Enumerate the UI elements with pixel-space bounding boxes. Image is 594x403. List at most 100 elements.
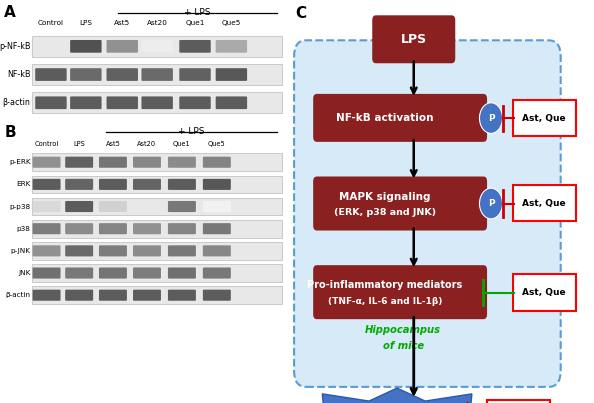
FancyBboxPatch shape: [70, 96, 102, 109]
Text: β-actin: β-actin: [3, 98, 30, 107]
FancyBboxPatch shape: [216, 96, 247, 109]
FancyBboxPatch shape: [179, 96, 211, 109]
FancyBboxPatch shape: [106, 40, 138, 53]
Text: (ERK, p38 and JNK): (ERK, p38 and JNK): [334, 208, 436, 217]
Bar: [32, 153, 282, 171]
Text: p-NF-kB: p-NF-kB: [0, 42, 30, 51]
FancyBboxPatch shape: [168, 201, 196, 212]
FancyBboxPatch shape: [35, 96, 67, 109]
FancyBboxPatch shape: [65, 290, 93, 301]
FancyBboxPatch shape: [313, 94, 487, 142]
Text: LPS: LPS: [73, 141, 85, 147]
Text: P: P: [488, 199, 494, 208]
FancyBboxPatch shape: [168, 290, 196, 301]
Text: Control: Control: [38, 20, 64, 26]
FancyBboxPatch shape: [203, 245, 231, 256]
FancyBboxPatch shape: [133, 157, 161, 168]
FancyBboxPatch shape: [65, 268, 93, 278]
Circle shape: [479, 188, 503, 219]
Text: LPS: LPS: [401, 33, 427, 46]
Bar: [32, 92, 282, 113]
FancyBboxPatch shape: [179, 68, 211, 81]
FancyBboxPatch shape: [99, 268, 127, 278]
Polygon shape: [276, 388, 518, 403]
FancyBboxPatch shape: [99, 201, 127, 212]
FancyBboxPatch shape: [33, 223, 61, 234]
FancyBboxPatch shape: [133, 201, 161, 212]
Text: Pro-inflammatory mediators: Pro-inflammatory mediators: [307, 280, 463, 290]
FancyBboxPatch shape: [133, 268, 161, 278]
FancyBboxPatch shape: [486, 400, 550, 403]
Text: Ast5: Ast5: [106, 141, 121, 147]
FancyBboxPatch shape: [99, 179, 127, 190]
FancyBboxPatch shape: [33, 245, 61, 256]
Text: p38: p38: [17, 226, 30, 232]
FancyBboxPatch shape: [141, 40, 173, 53]
FancyBboxPatch shape: [203, 223, 231, 234]
FancyBboxPatch shape: [99, 290, 127, 301]
Text: Ast, Que: Ast, Que: [522, 114, 566, 123]
FancyBboxPatch shape: [65, 223, 93, 234]
Bar: [32, 264, 282, 282]
FancyBboxPatch shape: [65, 179, 93, 190]
FancyBboxPatch shape: [203, 157, 231, 168]
Text: p-p38: p-p38: [10, 204, 30, 210]
FancyBboxPatch shape: [65, 201, 93, 212]
FancyBboxPatch shape: [168, 157, 196, 168]
FancyBboxPatch shape: [168, 245, 196, 256]
FancyBboxPatch shape: [33, 290, 61, 301]
Circle shape: [479, 103, 503, 133]
Text: NF-kB: NF-kB: [7, 70, 30, 79]
FancyBboxPatch shape: [168, 179, 196, 190]
Bar: [32, 36, 282, 57]
FancyBboxPatch shape: [168, 268, 196, 278]
Bar: [32, 286, 282, 304]
FancyBboxPatch shape: [65, 245, 93, 256]
Text: Que5: Que5: [208, 141, 226, 147]
FancyBboxPatch shape: [168, 223, 196, 234]
FancyBboxPatch shape: [179, 40, 211, 53]
Text: MAPK signaling: MAPK signaling: [339, 192, 431, 202]
Bar: [32, 242, 282, 260]
Text: ERK: ERK: [16, 181, 30, 187]
Text: Ast, Que: Ast, Que: [522, 199, 566, 208]
Bar: [32, 220, 282, 237]
FancyBboxPatch shape: [33, 201, 61, 212]
Text: Control: Control: [34, 141, 59, 147]
FancyBboxPatch shape: [203, 268, 231, 278]
FancyBboxPatch shape: [133, 179, 161, 190]
Text: Que1: Que1: [173, 141, 191, 147]
FancyBboxPatch shape: [99, 157, 127, 168]
FancyBboxPatch shape: [65, 157, 93, 168]
FancyBboxPatch shape: [70, 68, 102, 81]
Text: P: P: [488, 114, 494, 123]
Text: NF-kB activation: NF-kB activation: [336, 113, 434, 123]
Text: A: A: [4, 5, 16, 20]
FancyBboxPatch shape: [513, 100, 576, 136]
FancyBboxPatch shape: [216, 68, 247, 81]
Text: Que1: Que1: [185, 20, 205, 26]
Text: β-actin: β-actin: [5, 292, 30, 298]
FancyBboxPatch shape: [294, 40, 561, 387]
Bar: [32, 175, 282, 193]
FancyBboxPatch shape: [33, 268, 61, 278]
FancyBboxPatch shape: [313, 265, 487, 319]
FancyBboxPatch shape: [99, 223, 127, 234]
Text: B: B: [4, 125, 16, 140]
FancyBboxPatch shape: [133, 223, 161, 234]
FancyBboxPatch shape: [203, 179, 231, 190]
FancyBboxPatch shape: [203, 201, 231, 212]
Text: + LPS: + LPS: [178, 127, 204, 136]
FancyBboxPatch shape: [216, 40, 247, 53]
FancyBboxPatch shape: [141, 96, 173, 109]
FancyBboxPatch shape: [133, 290, 161, 301]
Text: Ast20: Ast20: [147, 20, 168, 26]
Text: Ast20: Ast20: [137, 141, 157, 147]
Text: LPS: LPS: [80, 20, 92, 26]
Text: Hippocampus: Hippocampus: [365, 325, 441, 334]
Text: Ast, Que: Ast, Que: [522, 289, 566, 297]
FancyBboxPatch shape: [513, 274, 576, 311]
Text: of mice: of mice: [383, 341, 424, 351]
FancyBboxPatch shape: [141, 68, 173, 81]
FancyBboxPatch shape: [106, 96, 138, 109]
